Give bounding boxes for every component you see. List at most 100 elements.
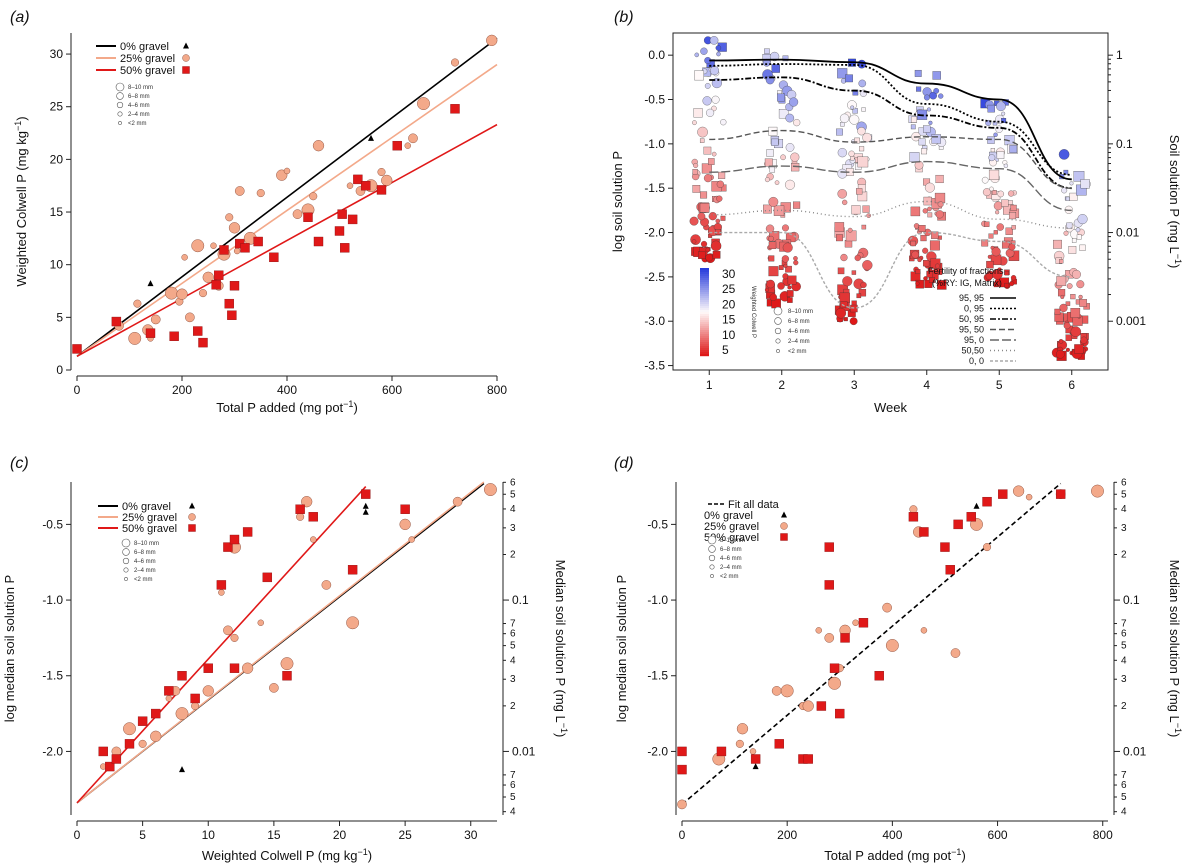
y-tick-label: -1.5 (647, 669, 668, 683)
colorbar-cell (700, 346, 709, 349)
point-week (850, 105, 855, 110)
point-week (766, 149, 774, 157)
point-week (843, 317, 848, 322)
point-week (701, 163, 712, 174)
point-2 (919, 527, 929, 537)
point-2 (835, 708, 845, 719)
point-0 (147, 280, 154, 287)
point-week (693, 108, 703, 118)
fertility-curve (709, 129, 1072, 189)
point-week (1001, 111, 1006, 116)
point-week (715, 218, 721, 224)
point-week (1065, 196, 1070, 201)
point-week (783, 263, 788, 268)
legend-label-d: Fit all data (728, 499, 780, 511)
point-week (933, 87, 940, 94)
point-week (927, 206, 932, 212)
point-week (937, 235, 942, 240)
point-1 (1012, 485, 1025, 497)
point-2 (164, 686, 174, 696)
point-week (700, 240, 708, 248)
size-legend-label-d: <2 mm (720, 574, 739, 580)
point-2 (966, 512, 976, 522)
point-2 (824, 542, 834, 552)
point-week (768, 255, 775, 262)
size-legend-marker-c (123, 567, 129, 573)
point-week (700, 191, 708, 199)
point-1 (202, 271, 214, 283)
right-minor-label: 7 (510, 619, 516, 630)
point-week (1001, 240, 1010, 249)
point-2 (803, 754, 813, 764)
curves-legend-label: 95, 95 (959, 293, 984, 303)
point-week (850, 156, 855, 161)
point-week (1063, 169, 1069, 175)
x-axis-title-b: Week (874, 400, 907, 415)
point-1 (815, 627, 822, 634)
point-week (1065, 301, 1071, 306)
colorbar-cell (700, 348, 709, 351)
point-week (1076, 234, 1082, 240)
right-minor-label: 3 (1121, 674, 1127, 685)
point-week (1004, 282, 1010, 288)
point-2 (1055, 489, 1066, 499)
point-week (765, 224, 775, 233)
point-week (793, 201, 801, 209)
point-2 (340, 243, 350, 253)
curves-legend-label: 95, 0 (964, 335, 984, 345)
point-week (1059, 259, 1064, 264)
right-minor-label: 4 (510, 655, 516, 666)
point-week (840, 253, 848, 262)
right-minor-label: 2 (510, 550, 516, 561)
colorbar-cell (700, 314, 709, 317)
point-1 (736, 723, 749, 735)
right-minor-label: 5 (510, 641, 516, 652)
point-week (1058, 149, 1070, 160)
point-week (1061, 187, 1068, 194)
colorbar-cell (700, 304, 709, 307)
point-week (787, 297, 793, 303)
point-2 (193, 326, 203, 336)
colorbar-cell (700, 274, 709, 277)
fit-line-1 (76, 63, 498, 357)
point-2 (361, 181, 371, 191)
size-legend-marker-c (124, 577, 128, 581)
point-2 (940, 542, 950, 552)
size-legend-label-c: 4–6 mm (134, 559, 156, 565)
y-tick-label: -2.0 (644, 226, 665, 240)
colorbar-cell (700, 330, 709, 333)
point-week (782, 242, 793, 253)
point-week (715, 45, 722, 51)
point-2 (229, 663, 240, 673)
point-week (1078, 294, 1083, 300)
fertility-curve (709, 58, 1072, 181)
point-week (837, 168, 848, 179)
point-week (768, 196, 779, 207)
panel-label-c: (c) (10, 455, 29, 472)
point-1 (269, 683, 279, 693)
size-legend-label-b: 8–10 mm (788, 309, 813, 315)
x-tick-label: 5 (139, 828, 146, 842)
point-week (1001, 199, 1009, 207)
point-1 (780, 684, 794, 698)
size-legend-label-c: 8–10 mm (134, 541, 159, 547)
point-week (764, 177, 770, 183)
y-tick-label: 0.0 (648, 48, 665, 62)
size-legend-marker-d (708, 554, 716, 562)
right-tick-label: 0.001 (1116, 314, 1146, 328)
point-week (1008, 243, 1016, 251)
point-week (1004, 270, 1010, 276)
point-week (930, 258, 941, 269)
size-legend-label-d: 6–8 mm (720, 547, 742, 553)
point-week (764, 287, 770, 292)
point-week (854, 137, 860, 144)
point-week (768, 235, 774, 242)
point-week (862, 260, 873, 271)
colorbar-cell (700, 298, 709, 301)
point-week (706, 108, 715, 117)
point-week (1008, 212, 1017, 220)
curves-legend-title: Fertility of fractions (928, 266, 1004, 276)
point-week (787, 275, 797, 285)
point-1 (283, 167, 291, 175)
